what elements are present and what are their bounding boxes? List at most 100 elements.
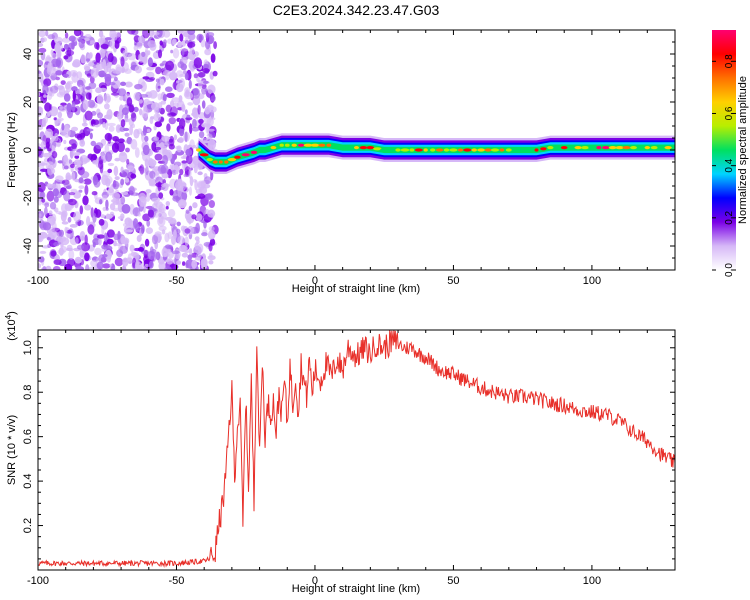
noise-speckle xyxy=(80,171,90,179)
noise-speckle xyxy=(71,61,81,68)
noise-speckle xyxy=(42,152,52,158)
noise-speckle xyxy=(43,94,47,98)
noise-speckle xyxy=(144,158,149,168)
noise-speckle xyxy=(189,176,194,187)
noise-speckle xyxy=(176,80,180,84)
noise-speckle xyxy=(79,249,84,258)
noise-speckle xyxy=(192,202,198,209)
noise-speckle xyxy=(158,216,164,225)
signal-hotspot xyxy=(435,148,444,152)
noise-speckle xyxy=(105,199,109,209)
noise-speckle xyxy=(163,182,167,187)
y-tick-label: 0.6 xyxy=(22,429,34,444)
noise-speckle xyxy=(149,170,156,179)
noise-speckle xyxy=(114,176,120,181)
noise-speckle xyxy=(94,209,102,218)
noise-speckle xyxy=(158,225,167,232)
noise-speckle xyxy=(182,261,186,266)
noise-speckle xyxy=(162,145,167,154)
noise-speckle xyxy=(106,109,113,120)
x-tick-label: -100 xyxy=(27,275,49,287)
noise-speckle xyxy=(195,222,201,234)
noise-speckle xyxy=(90,259,98,267)
signal-hotspot xyxy=(366,146,375,150)
noise-speckle xyxy=(124,132,130,137)
signal-hotspot xyxy=(588,146,596,150)
y-tick-label: 20 xyxy=(22,96,34,108)
noise-speckle xyxy=(83,37,90,42)
noise-speckle xyxy=(95,52,101,63)
noise-speckle xyxy=(177,137,184,143)
noise-speckle xyxy=(109,263,113,267)
noise-speckle xyxy=(44,206,48,217)
noise-speckle xyxy=(181,190,187,202)
noise-speckle xyxy=(107,122,116,127)
noise-speckle xyxy=(65,82,71,90)
noise-speckle xyxy=(171,250,180,255)
noise-speckle xyxy=(85,86,91,90)
y-tick-label: 1.0 xyxy=(22,340,34,355)
noise-speckle xyxy=(179,118,186,130)
noise-speckle xyxy=(146,128,151,133)
noise-speckle xyxy=(126,97,133,107)
noise-speckle xyxy=(175,180,184,191)
noise-speckle xyxy=(38,182,46,193)
noise-speckle xyxy=(161,173,169,179)
noise-speckle xyxy=(169,217,177,227)
noise-speckle xyxy=(69,224,78,228)
noise-speckle xyxy=(114,31,122,38)
noise-speckle xyxy=(51,58,60,68)
noise-speckle xyxy=(139,108,143,116)
noise-speckle xyxy=(165,86,173,92)
noise-speckle xyxy=(186,114,191,119)
noise-speckle xyxy=(195,213,203,222)
signal-track xyxy=(196,133,675,174)
signal-hotspot xyxy=(630,146,637,150)
signal-hotspot xyxy=(608,146,617,150)
noise-speckle xyxy=(130,251,138,257)
noise-speckle xyxy=(117,230,121,240)
noise-speckle xyxy=(121,169,130,178)
noise-speckle xyxy=(192,144,197,149)
colorbar xyxy=(712,30,736,270)
noise-speckle xyxy=(162,154,169,166)
y-tick-label: -20 xyxy=(22,190,34,206)
signal-hotspot xyxy=(477,148,485,152)
noise-speckle xyxy=(65,49,75,57)
noise-speckle xyxy=(145,165,149,176)
y-multiplier-label: (x104) xyxy=(4,311,18,341)
noise-speckle xyxy=(102,206,107,212)
noise-speckle xyxy=(68,198,77,206)
noise-speckle xyxy=(84,204,92,211)
noise-speckle xyxy=(177,199,187,209)
bottom-y-axis-label: SNR (10 * v/v) xyxy=(6,415,18,485)
signal-hotspot xyxy=(596,146,602,150)
noise-speckle xyxy=(47,148,52,152)
noise-speckle xyxy=(185,116,193,121)
noise-speckle xyxy=(117,111,123,116)
noise-speckle xyxy=(208,226,215,232)
noise-speckle xyxy=(173,229,177,240)
noise-speckle xyxy=(181,103,186,112)
noise-speckle xyxy=(100,214,106,219)
noise-speckle xyxy=(62,37,71,43)
top-y-axis: -40 -20 0 20 40 xyxy=(22,29,675,271)
noise-speckle xyxy=(85,264,90,270)
noise-speckle xyxy=(74,256,82,264)
noise-speckle xyxy=(68,249,75,260)
noise-speckle xyxy=(96,94,104,105)
noise-speckle xyxy=(181,252,189,258)
noise-speckle xyxy=(124,177,130,183)
noise-speckle xyxy=(46,190,55,202)
noise-speckle xyxy=(82,99,89,111)
noise-speckle xyxy=(38,47,47,53)
bottom-x-axis-label: Height of straight line (km) xyxy=(292,583,420,595)
noise-speckle xyxy=(140,81,147,92)
noise-speckle xyxy=(44,128,54,139)
noise-speckle xyxy=(197,72,206,78)
noise-speckle xyxy=(168,71,178,81)
signal-hotspot xyxy=(297,143,305,147)
noise-speckle xyxy=(198,118,204,124)
noise-speckle xyxy=(155,66,162,75)
noise-speckle xyxy=(188,248,193,254)
